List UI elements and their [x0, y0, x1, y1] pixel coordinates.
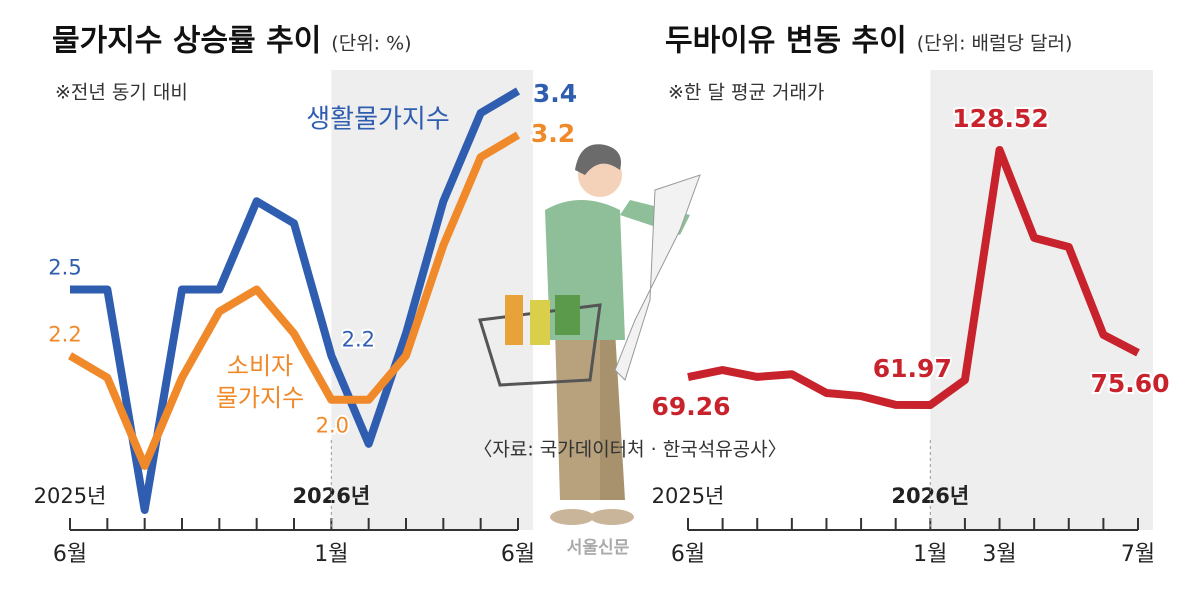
series-line — [67, 131, 521, 470]
credit: 서울신문 — [567, 538, 630, 558]
source: 〈자료: 국가데이터처 · 한국석유공사〉 — [473, 439, 786, 461]
x-tick-label: 6월 — [671, 542, 705, 567]
chart-title: 두바이유 변동 추이 — [665, 24, 907, 59]
chart-note: ※한 달 평균 거래가 — [668, 82, 824, 104]
data-label: 61.97 — [873, 354, 952, 383]
chart-subtitle: (단위: %) — [331, 33, 411, 55]
data-label: 2.5 — [48, 255, 81, 279]
x-tick-label: 7월 — [1121, 542, 1155, 567]
data-label: 2.2 — [48, 323, 81, 347]
data-label: 128.52 — [952, 104, 1048, 133]
shopper-illustration — [478, 144, 701, 525]
series-label: 생활물가지수 — [306, 105, 450, 135]
year-label: 2025년 — [652, 484, 725, 508]
chart-subtitle: (단위: 배럴당 달러) — [917, 33, 1073, 55]
x-tick-label: 6월 — [53, 542, 87, 567]
highlight-band — [331, 70, 533, 530]
year-label: 2025년 — [34, 484, 107, 508]
chart-note: ※전년 동기 대비 — [55, 82, 188, 104]
data-label: 2.2 — [342, 328, 375, 352]
data-label: 3.4 — [533, 79, 577, 108]
data-label: 75.60 — [1090, 369, 1169, 398]
chart-title: 물가지수 상승률 추이 — [52, 24, 321, 59]
data-label: 3.2 — [531, 119, 575, 148]
data-label: 69.26 — [651, 392, 730, 421]
x-tick-label: 1월 — [913, 542, 947, 567]
highlight-band — [930, 70, 1153, 530]
x-tick-label: 6월 — [501, 542, 535, 567]
series-label: 소비자 물가지수 — [215, 352, 305, 412]
data-label: 2.0 — [316, 414, 349, 438]
series-line — [687, 146, 1140, 409]
x-tick-label: 1월 — [314, 542, 348, 567]
background-layer — [331, 70, 1153, 530]
x-tick-label: 3월 — [982, 542, 1016, 567]
series-line — [70, 87, 521, 514]
